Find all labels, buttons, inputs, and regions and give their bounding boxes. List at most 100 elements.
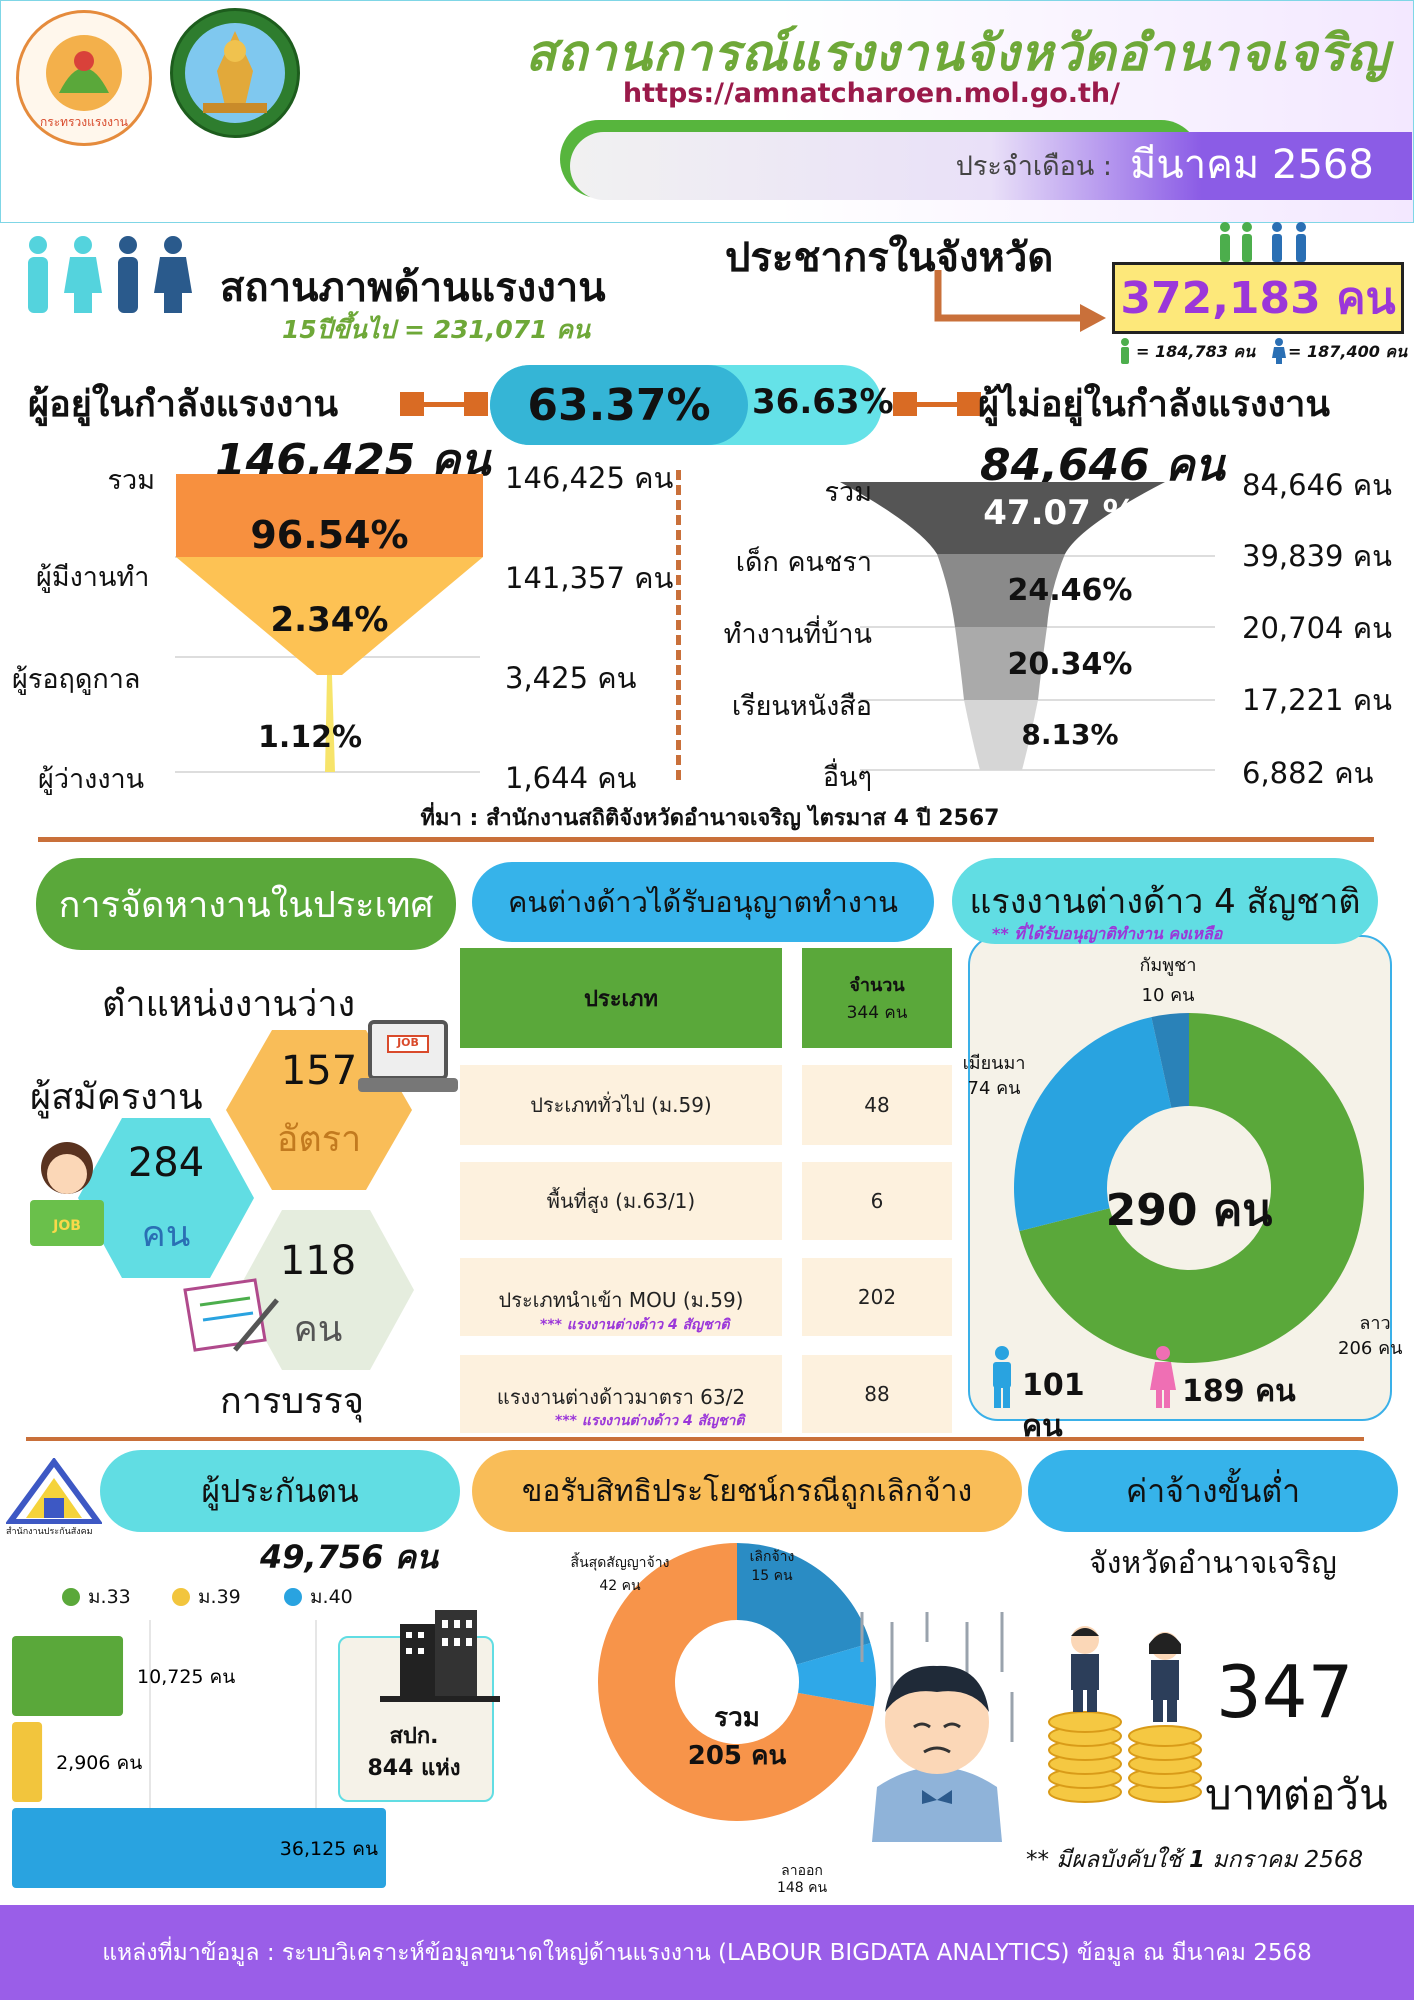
section-divider-1 <box>38 837 1374 842</box>
header-url[interactable]: https://amnatcharoen.mol.go.th/ <box>622 78 1120 109</box>
donut-slice-myanmar <box>1014 1017 1172 1232</box>
legend-m40-label: ม.40 <box>310 1586 353 1608</box>
vacancy-value: 157 <box>280 1048 358 1094</box>
out-force-funnel <box>700 470 1220 790</box>
connector-left <box>400 388 490 420</box>
placement-hexagon <box>238 1210 414 1370</box>
table-row-1-type: พื้นที่สูง (ม.63/1) <box>460 1162 782 1240</box>
population-total: 372,183 คน <box>1120 273 1396 324</box>
table-row-2-type: ประเภทนำเข้า MOU (ม.59) <box>460 1258 782 1336</box>
min-wage-province: จังหวัดอำนาจเจริญ <box>1089 1546 1337 1581</box>
label-contract: สิ้นสุดสัญญาจ้าง <box>570 1555 670 1571</box>
label-fired-val: 15 คน <box>751 1568 793 1584</box>
min-wage-note-prefix: ** มีผลบังคับใช้ <box>1026 1847 1182 1873</box>
contract-pen-icon <box>165 1270 285 1360</box>
out-row-study-label: เรียนหนังสือ <box>731 691 872 722</box>
office-label: สปก. <box>389 1724 439 1749</box>
legend-m40-dot <box>284 1588 302 1606</box>
foreign-4-female: 189 คน <box>1182 1374 1296 1409</box>
in-row-employed-label: ผู้มีงานทำ <box>36 562 150 593</box>
sad-man-icon <box>852 1612 1022 1842</box>
table-row-2-count: 202 <box>802 1258 952 1336</box>
month-value: มีนาคม 2568 <box>1130 142 1374 188</box>
male-icon <box>1118 338 1132 364</box>
legend-m40: ม.40 <box>284 1584 394 1610</box>
header-month-box <box>570 132 1412 200</box>
in-row-unemployed-label: ผู้ว่างงาน <box>38 764 145 795</box>
in-pct-employed: 96.54% <box>250 513 409 557</box>
month-label: ประจำเดือน : <box>955 151 1112 182</box>
out-pct-children: 24.46% <box>1007 573 1133 608</box>
placement-label: การบรรจุ <box>220 1381 364 1422</box>
out-pct-study: 8.13% <box>1021 718 1119 751</box>
legend-m33-dot <box>62 1588 80 1606</box>
in-force-title: ผู้อยู่ในกำลังแรงงาน <box>28 384 339 425</box>
label-laos-val: 206 คน <box>1338 1338 1403 1359</box>
severance-title: ขอรับสิทธิประโยชน์กรณีถูกเลิกจ้าง <box>472 1450 1022 1532</box>
out-pct-total: 47.07 % <box>983 493 1137 533</box>
labor-status-title: สถานภาพด้านแรงงาน <box>220 265 606 311</box>
bar-m40 <box>12 1808 386 1888</box>
in-row-total-label: รวม <box>107 465 155 496</box>
in-force-pct: 63.37% <box>527 379 711 431</box>
population-title: ประชากรในจังหวัด <box>725 235 1054 281</box>
building-icon <box>380 1604 500 1704</box>
out-force-pct: 36.63% <box>752 382 894 422</box>
population-arrow <box>934 270 1106 332</box>
table-header-type: ประเภท <box>460 948 782 1048</box>
foreign-permit-title: คนต่างด้าวได้รับอนุญาตทำงาน <box>472 862 934 942</box>
table-row-3-count: 88 <box>802 1355 952 1433</box>
sso-logo-text: สำนักงานประกันสังคม <box>6 1527 93 1537</box>
population-people-icon <box>1215 222 1325 264</box>
table-row-2-type-label: ประเภทนำเข้า MOU (ม.59) <box>498 1288 744 1312</box>
label-myanmar: เมียนมา <box>962 1053 1026 1074</box>
job-placement-title: การจัดหางานในประเทศ <box>36 858 456 950</box>
label-quit-val: 148 คน <box>776 1880 828 1896</box>
table-row-3-type-label: แรงงานต่างด้าวมาตรา 63/2 <box>496 1385 746 1409</box>
bar-m33-label: 10,725 คน <box>137 1666 235 1688</box>
footer-text: แหล่งที่มาข้อมูล : ระบบวิเคราะห์ข้อมูลขน… <box>102 1939 1312 1966</box>
female-icon <box>1272 338 1286 364</box>
in-row-total-value: 146,425 คน <box>505 461 674 495</box>
donut-slice-quit <box>598 1543 874 1821</box>
footer-bar: แหล่งที่มาข้อมูล : ระบบวิเคราะห์ข้อมูลขน… <box>0 1905 1414 2000</box>
label-quit: ลาออก <box>781 1863 823 1879</box>
in-force-funnel <box>0 460 680 780</box>
label-fired: เลิกจ้าง <box>749 1549 795 1565</box>
severance-center-label: รวม <box>714 1703 760 1733</box>
table-row-3-type: แรงงานต่างด้าวมาตรา 63/2 <box>460 1355 782 1433</box>
min-wage-unit: บาทต่อวัน <box>1205 1770 1388 1819</box>
severance-donut <box>598 1543 876 1821</box>
table-header-count-label: จำนวน <box>849 975 905 996</box>
bar-m39 <box>12 1722 43 1802</box>
legend-m39-dot <box>172 1588 190 1606</box>
min-wage-note-suffix: มกราคม 2568 <box>1212 1847 1364 1873</box>
pct-pill-blue: 63.37% <box>490 365 748 445</box>
foreign-4-subtitle: ** ที่ได้รับอนุญาติทำงาน คงเหลือ <box>992 924 1223 943</box>
label-cambodia: กัมพูชา <box>1139 955 1197 976</box>
out-force-title: ผู้ไม่อยู่ในกำลังแรงงาน <box>978 384 1331 425</box>
section-divider-2 <box>26 1437 1364 1441</box>
male-worker-icon <box>990 1346 1014 1408</box>
female-worker-icon <box>1150 1346 1176 1408</box>
in-row-seasonal-label: ผู้รอฤดูกาล <box>12 664 141 695</box>
laptop-job-sign: JOB <box>397 1036 419 1049</box>
population-male: = 184,783 คน <box>1136 342 1256 361</box>
insured-bar-chart: 10,725 คน 2,906 คน 36,125 คน <box>0 1620 420 1890</box>
people-icon-group <box>18 235 198 315</box>
label-laos: ลาว <box>1359 1313 1391 1334</box>
donut-slice-laos <box>1019 1013 1364 1363</box>
min-wage-value: 347 <box>1216 1650 1354 1734</box>
applicant-hexagon <box>78 1118 254 1278</box>
center-dashed-divider <box>676 470 681 780</box>
label-myanmar-val: 74 คน <box>967 1078 1021 1099</box>
min-wage-note-bold: 1 <box>1189 1847 1206 1873</box>
applicant-unit: คน <box>141 1214 191 1255</box>
donut-slice-fired <box>796 1643 876 1707</box>
table-row-1-count: 6 <box>802 1162 952 1240</box>
table-row-0-count: 48 <box>802 1065 952 1145</box>
bar-m39-label: 2,906 คน <box>56 1752 142 1774</box>
out-row-other-value: 6,882 คน <box>1242 756 1374 790</box>
page-title: สถานการณ์แรงงานจังหวัดอำนาจเจริญ <box>525 24 1390 82</box>
in-row-employed-value: 141,357 คน <box>505 561 674 595</box>
